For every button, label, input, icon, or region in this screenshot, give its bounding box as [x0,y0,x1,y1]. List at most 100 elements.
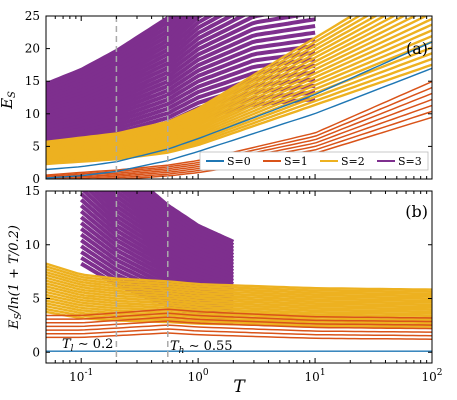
legend: S=0 S=1 S=2 S=3 [199,151,429,171]
xtick-label-0: 10-1 [69,368,93,384]
panel-a-y-ticks: 0 5 10 15 20 25 [25,9,432,186]
series-line-S3-a-19 [46,16,204,104]
series-line-S3-a-8 [46,43,316,136]
series-line-S3-b-12 [79,192,234,286]
series-line-S1-b-6 [46,308,432,319]
series-line-S2-a-6 [46,29,432,158]
series-line-S2-a-12 [46,16,397,150]
series-line-S3-a-23 [46,16,182,92]
series-line-S3-b-25 [147,191,235,244]
panel-a-marker-lines [115,16,169,179]
series-line-S3-a-15 [46,16,247,116]
legend-label-0: S=0 [227,155,251,168]
xtick-label-1: 100 [188,368,209,384]
series-line-S3-a-14 [46,16,268,118]
series-line-S1-b-1 [46,328,432,337]
legend-label-2: S=2 [341,155,365,168]
series-line-S3-b-15 [93,191,235,277]
series-line-S2-b-11 [46,279,432,304]
series-line-S3-a-13 [46,16,307,121]
series-line-S3-b-18 [108,191,235,267]
series-line-S3-b-21 [125,191,235,257]
panel-b: 0 5 10 15 10-1 100 101 102 ES/ln(1 + T/0.2) (b… [7,184,443,397]
series-line-S2-b-8 [46,288,432,311]
xtick-label-3: 102 [421,368,442,384]
legend-label-1: S=1 [284,155,308,168]
legend-box [199,151,429,171]
series-line-S2-b-15 [46,268,432,296]
series-line-S2-a-15 [46,16,370,146]
series-line-S2-a-10 [46,16,418,153]
panel-b-x-ticks: 10-1 100 101 102 [45,191,443,384]
series-line-S3-a-10 [46,30,316,130]
series-line-S3-b-11 [79,198,234,290]
series-line-S2-b-7 [46,290,432,313]
panel-a: 0 5 10 15 20 25 ES (a) S=0 S=1 S=2 S=3 [0,9,433,186]
series-line-S3-a-21 [46,16,192,98]
series-line-S3-a-24 [46,16,177,89]
series-line-S3-a-25 [46,16,173,86]
panel-a-ylabel: ES [0,91,18,110]
series-line-S2-b-12 [46,276,432,302]
series-line-S1-b-2 [46,324,432,333]
series-line-S3-b-10 [79,203,234,293]
panel-a-x-ticks [45,16,433,179]
series-line-S2-a-4 [46,40,432,160]
panel-b-ylabel: ES/ln(1 + T/0.2) [7,225,24,330]
series-line-S2-b-17 [46,262,432,291]
series-line-S3-b-22 [131,191,235,254]
series-line-S0-a-0 [46,67,432,179]
ytick-label-b-1: 5 [32,292,40,306]
series-line-S2-a-1 [46,57,432,164]
series-line-S1-b-4 [46,316,432,326]
panel-b-band-fills [46,191,432,328]
series-line-S2-b-16 [46,265,432,293]
series-line-S3-b-13 [81,191,234,283]
series-line-S1-a-6 [46,80,432,176]
series-line-S2-a-16 [46,16,362,145]
xtick-label-2: 101 [305,368,326,384]
annotation-th: Th ∼ 0.55 [170,339,233,356]
series-line-S2-a-9 [46,16,429,154]
series-line-S2-b-14 [46,270,432,298]
panel-b-series-lines [46,308,432,352]
series-line-S2-a-17 [46,16,354,143]
series-line-S1-b-0 [46,332,432,340]
series-line-S3-a-9 [46,37,316,133]
series-line-S3-a-18 [46,16,214,107]
ytick-label-a-1: 5 [32,139,40,153]
series-line-S3-b-24 [142,191,235,247]
ytick-label-a-3: 15 [25,74,40,88]
series-line-S2-a-11 [46,16,407,151]
panel-b-marker-lines [115,191,169,363]
series-line-S3-b-20 [119,191,235,260]
ytick-label-a-4: 20 [25,42,40,56]
series-line-S2-b-2 [46,305,432,324]
series-line-S2-a-13 [46,16,387,149]
series-line-S3-a-17 [46,16,224,110]
series-line-S3-a-11 [46,24,316,127]
series-line-S3-b-23 [136,191,235,251]
panel-a-label: (a) [406,39,428,58]
series-line-S1-b-3 [46,320,432,330]
ytick-label-b-0: 0 [32,345,40,359]
series-line-S2-b-10 [46,282,432,307]
series-line-S2-b-13 [46,273,432,300]
series-line-S2-a-7 [46,23,432,157]
series-line-S2-a-5 [46,34,432,159]
ytick-label-a-0: 0 [32,172,40,186]
ytick-label-b-3: 15 [25,184,40,198]
panel-a-frame [45,15,433,180]
series-line-S2-a-8 [46,17,432,155]
series-line-S2-b-6 [46,293,432,315]
series-line-S3-b-19 [113,191,235,264]
ytick-label-b-2: 10 [25,238,40,252]
series-line-S3-a-20 [46,16,197,101]
series-line-S3-b-14 [87,191,234,280]
panel-b-y-ticks: 0 5 10 15 [25,184,432,359]
x-axis-label: T [233,377,246,397]
series-line-S2-b-9 [46,285,432,309]
series-line-S0-a-1 [46,41,432,171]
legend-label-3: S=3 [398,155,422,168]
